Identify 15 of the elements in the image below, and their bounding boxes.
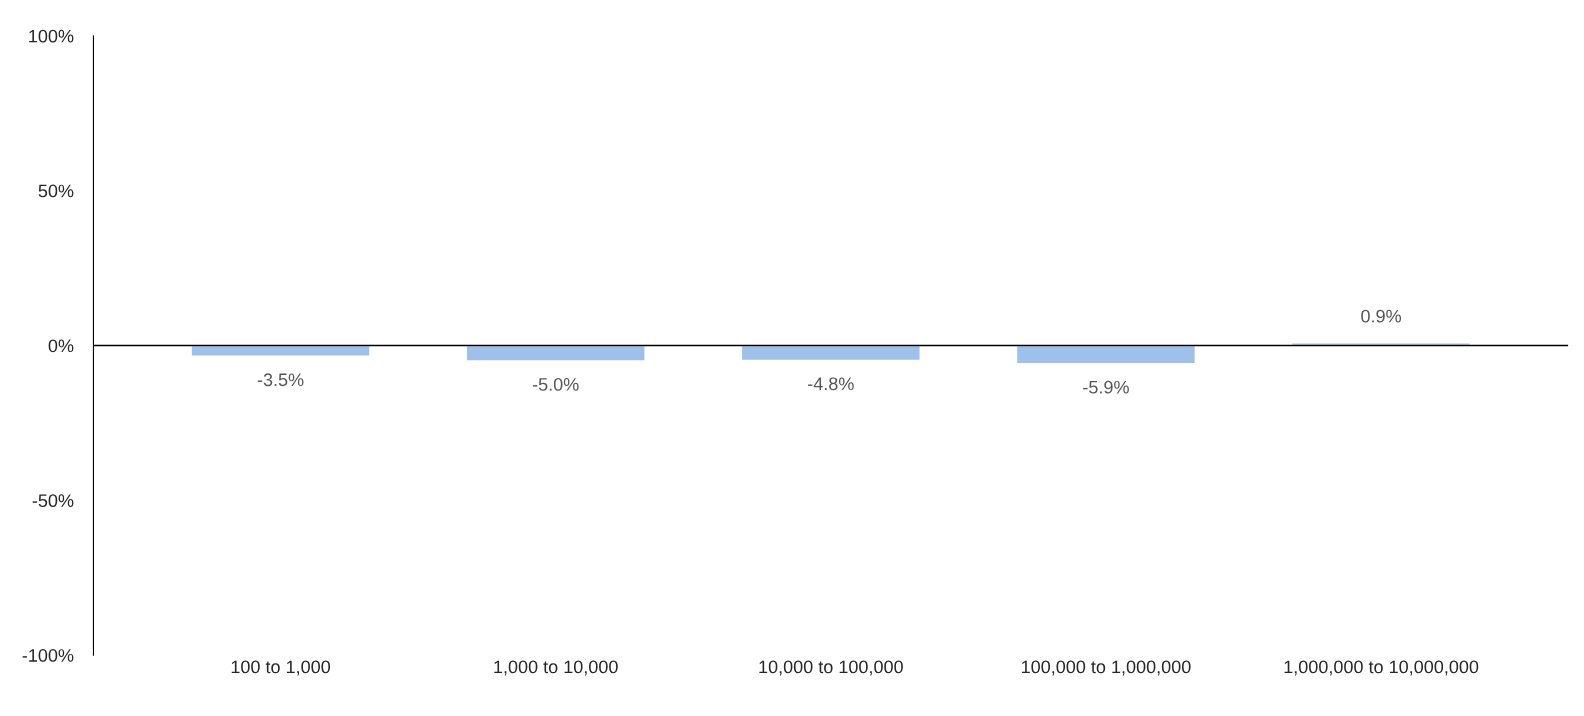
x-tick-label: 1,000 to 10,000: [494, 660, 618, 676]
data-label: 0.9%: [1361, 309, 1402, 323]
x-tick-label: 100 to 1,000: [231, 660, 331, 676]
x-tick-label: 100,000 to 1,000,000: [1021, 660, 1191, 676]
y-tick-label: -100%: [22, 649, 74, 662]
y-tick-label: 0%: [48, 339, 74, 353]
data-label: -3.5%: [257, 373, 304, 387]
y-tick-label: 100%: [29, 29, 74, 43]
data-label: -5.9%: [1083, 380, 1129, 394]
x-tick-label: 1,000,000 to 10,000,000: [1284, 660, 1479, 676]
data-label: -5.0%: [532, 378, 579, 391]
y-tick-label: 50%: [38, 184, 74, 198]
data-label: -4.8%: [808, 377, 854, 391]
x-tick-label: 10,000 to 100,000: [759, 660, 903, 676]
y-tick-label: -50%: [32, 494, 74, 508]
